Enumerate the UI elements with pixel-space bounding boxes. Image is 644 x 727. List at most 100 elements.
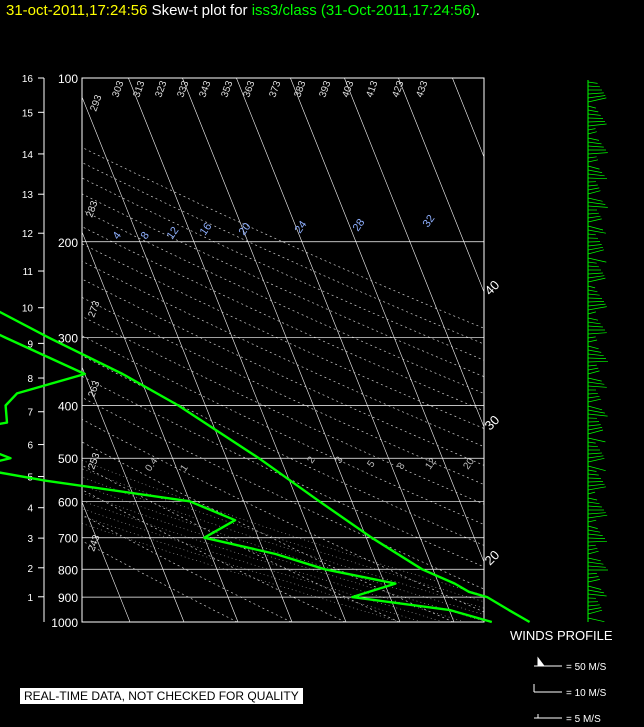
- height-label-9: 9: [27, 339, 33, 350]
- pressure-label-900: 900: [58, 591, 78, 605]
- wind-barb: [587, 550, 599, 555]
- wind-barb: [587, 197, 603, 202]
- wind-barb: [587, 169, 603, 173]
- wind-barb: [587, 579, 600, 583]
- wind-barb: [587, 385, 607, 388]
- right-temp-label-5: 20: [482, 547, 503, 568]
- plot-title: 31-oct-2011,17:24:56 Skew-t plot for iss…: [6, 2, 480, 19]
- dry-adiabat-303: [82, 397, 484, 590]
- height-label-15: 15: [22, 108, 34, 119]
- wind-barb: [587, 272, 603, 275]
- wind-barb: [587, 336, 596, 339]
- height-label-2: 2: [27, 564, 33, 575]
- dry-adiabat-label-313: 313: [131, 79, 147, 99]
- wind-barb: [587, 392, 598, 395]
- wind-barb: [587, 353, 604, 357]
- isotherm--70: [0, 78, 22, 622]
- wind-barb: [587, 377, 602, 382]
- wind-barb: [587, 117, 604, 119]
- dry-adiabat-label-383: 383: [292, 79, 308, 99]
- title-source: iss3/class (31-Oct-2011,17:24:56): [251, 2, 476, 19]
- wind-barb: [587, 332, 607, 335]
- wind-barb: [587, 81, 598, 84]
- dry-adiabat-label-363: 363: [241, 79, 257, 99]
- wind-barb: [587, 409, 605, 414]
- wind-barb: [587, 85, 600, 88]
- pressure-label-800: 800: [58, 563, 78, 577]
- mixing-ratio-label-20: 20: [237, 221, 254, 238]
- wind-barb: [587, 481, 604, 483]
- wind-barb: [587, 457, 605, 463]
- dry-adiabat-label-433: 433: [414, 79, 430, 99]
- dewpoint-profile: [0, 333, 493, 624]
- wind-barb: [587, 455, 604, 459]
- winds-profile-label: WINDS PROFILE: [510, 628, 613, 643]
- dry-adiabat-label-273: 273: [86, 299, 102, 319]
- isotherm--20: [82, 96, 293, 622]
- wind-barb: [587, 275, 605, 279]
- dry-adiabat-label-403: 403: [340, 79, 356, 99]
- wind-barb: [587, 398, 601, 403]
- pressure-label-700: 700: [58, 532, 78, 546]
- mixing-ratio-label-4: 4: [111, 230, 124, 242]
- pressure-label-400: 400: [58, 400, 78, 414]
- wind-barb: [587, 303, 606, 307]
- wind-barb: [587, 141, 602, 145]
- height-label-8: 8: [27, 374, 33, 385]
- wind-barb: [587, 505, 602, 508]
- wind-barb: [587, 576, 599, 579]
- pressure-label-1000: 1000: [51, 616, 78, 630]
- wind-barb: [587, 512, 606, 515]
- wind-barb: [587, 565, 606, 568]
- wind-barb: [587, 405, 603, 411]
- wind-barb: [587, 177, 608, 180]
- wind-barb: [587, 529, 601, 533]
- wind-barb: [587, 156, 597, 159]
- wind-legend-10: = 10 M/S: [566, 688, 607, 699]
- height-label-6: 6: [27, 441, 33, 452]
- wind-barb: [587, 244, 602, 247]
- plot-frame: [81, 77, 485, 623]
- wind-barb: [587, 360, 609, 363]
- mixing-ratio-lower-label-4: 5: [365, 458, 377, 469]
- wind-barb: [587, 609, 603, 615]
- wind-legend-10-barb: [533, 684, 562, 693]
- wind-barb: [587, 429, 604, 435]
- wind-barb: [587, 97, 607, 103]
- wind-barb: [587, 123, 607, 127]
- dry-adiabat-label-263: 263: [86, 379, 102, 399]
- height-label-14: 14: [22, 150, 34, 161]
- wind-barb: [587, 547, 598, 551]
- wind-barb: [587, 321, 601, 325]
- wind-barb: [587, 301, 605, 303]
- isotherm-50: [452, 78, 484, 158]
- dry-adiabat-253: [82, 514, 292, 622]
- wind-barb: [587, 246, 604, 251]
- wind-barb: [587, 205, 608, 208]
- wind-barb: [587, 441, 596, 444]
- wind-barb: [587, 201, 606, 205]
- wind-barb: [587, 473, 599, 476]
- wind-barb: [587, 486, 606, 491]
- right-temp-label-7: 40: [482, 277, 503, 298]
- height-label-1: 1: [27, 593, 33, 604]
- wind-barb: [587, 184, 598, 187]
- wind-barb: [587, 95, 606, 99]
- wind-barb: [587, 212, 599, 215]
- dry-adiabat-label-373: 373: [267, 79, 283, 99]
- isotherm-40: [398, 78, 484, 293]
- wind-barb: [587, 557, 601, 562]
- moist-adiabat-32: [82, 459, 484, 596]
- dry-adiabat-263: [82, 489, 346, 622]
- pressure-label-300: 300: [58, 332, 78, 346]
- dry-adiabat-label-293: 293: [88, 93, 104, 113]
- wind-barb: [587, 483, 605, 487]
- wind-barb: [587, 540, 608, 543]
- isotherm--40: [82, 366, 185, 622]
- wind-barb: [587, 190, 601, 195]
- height-label-16: 16: [22, 74, 34, 85]
- wind-legend-5-barb: [534, 714, 562, 719]
- height-label-7: 7: [27, 408, 33, 419]
- wind-barb: [587, 285, 596, 289]
